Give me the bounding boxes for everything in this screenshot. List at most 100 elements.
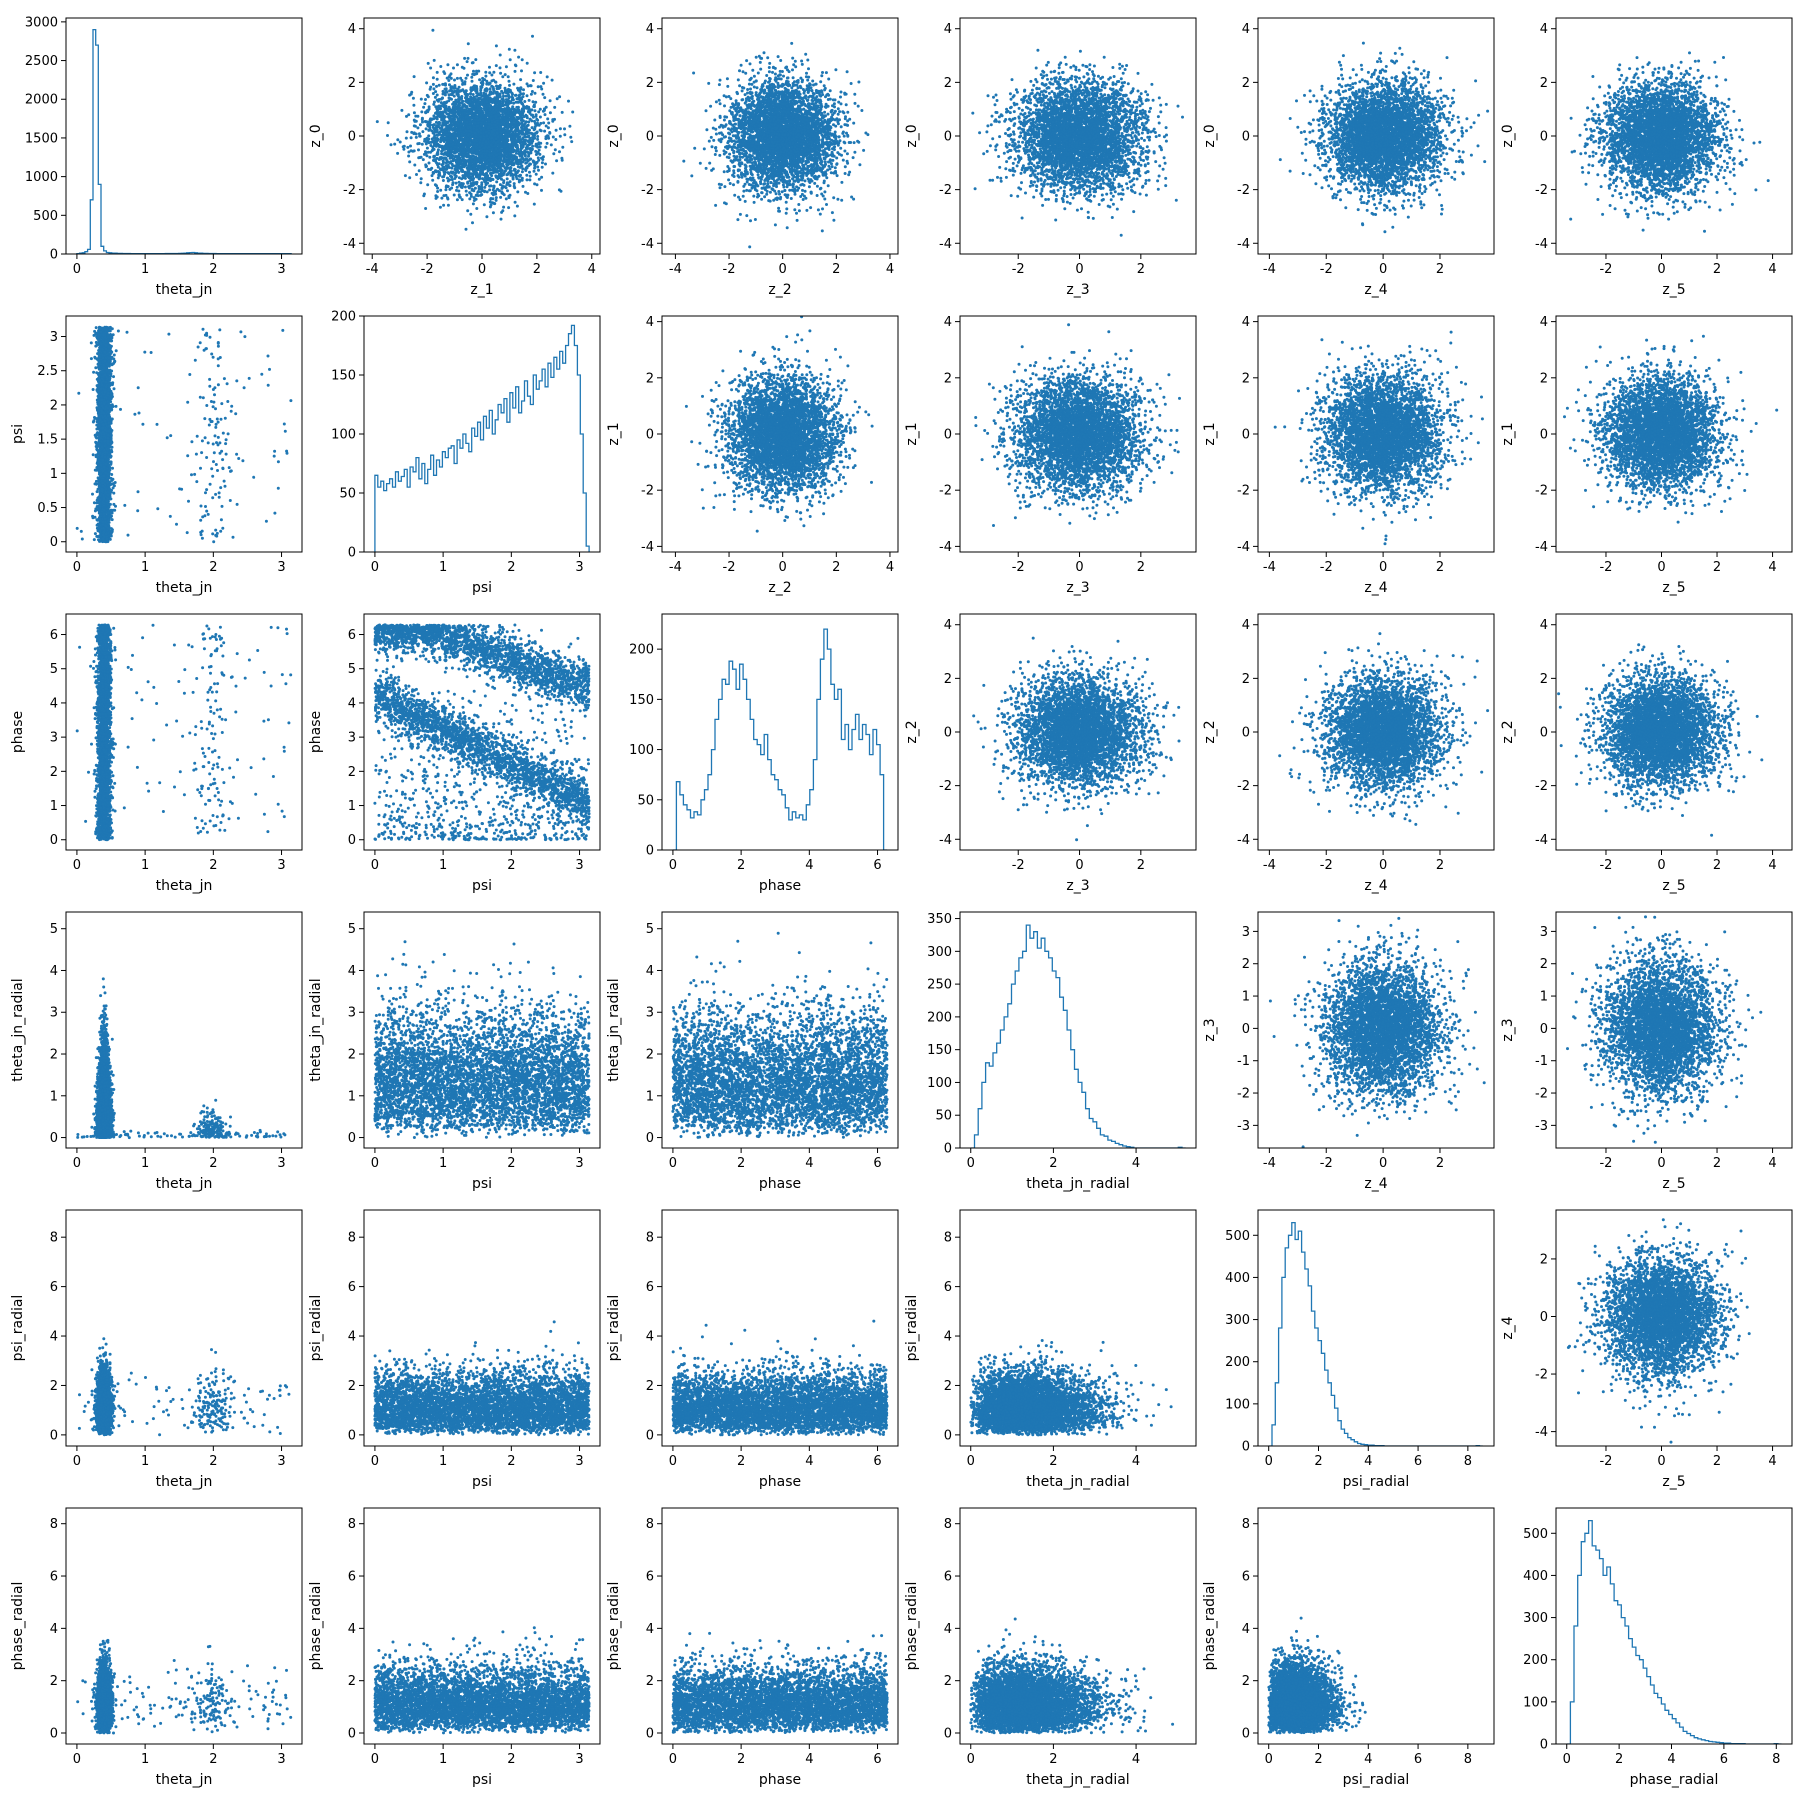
scatter-point [465, 109, 468, 112]
scatter-point [723, 170, 726, 173]
scatter-point [446, 150, 449, 153]
scatter-point [469, 138, 472, 141]
scatter-point [478, 101, 481, 104]
scatter-point [463, 171, 466, 174]
scatter-point [453, 129, 456, 132]
scatter-point [429, 168, 432, 171]
scatter-point [517, 124, 520, 127]
scatter-point [454, 146, 457, 149]
scatter-point [532, 100, 535, 103]
scatter-point [526, 150, 529, 153]
scatter-point [432, 136, 435, 139]
scatter-point [521, 124, 524, 127]
scatter-point [511, 158, 514, 161]
scatter-point [479, 171, 482, 174]
scatter-point [477, 70, 480, 73]
scatter-point [522, 136, 525, 139]
scatter-point [458, 176, 461, 179]
scatter-point [413, 164, 416, 167]
scatter-point [507, 75, 510, 78]
scatter-point [499, 196, 502, 199]
scatter-point [448, 188, 451, 191]
scatter-point [525, 129, 528, 132]
scatter-point [512, 83, 515, 86]
scatter-point [468, 150, 471, 153]
scatter-point [503, 193, 506, 196]
scatter-point [424, 98, 427, 101]
scatter-point [846, 152, 849, 155]
scatter-point [806, 59, 809, 62]
scatter-point [456, 77, 459, 80]
scatter-point [528, 178, 531, 181]
scatter-point [529, 158, 532, 161]
scatter-point [494, 190, 497, 193]
scatter-point [434, 96, 437, 99]
scatter-point [473, 157, 476, 160]
scatter-point [470, 193, 473, 196]
scatter-point [453, 112, 456, 115]
scatter-point [436, 190, 439, 193]
scatter-point [499, 84, 502, 87]
scatter-point [514, 135, 517, 138]
scatter-point [494, 124, 497, 127]
scatter-point [406, 130, 409, 133]
scatter-point [440, 127, 443, 130]
scatter-point [485, 135, 488, 138]
scatter-point [490, 115, 493, 118]
scatter-point [529, 110, 532, 113]
scatter-point [478, 78, 481, 81]
scatter-point [413, 131, 416, 134]
scatter-point [490, 197, 493, 200]
scatter-point [450, 93, 453, 96]
scatter-point [509, 58, 512, 61]
scatter-point [420, 156, 423, 159]
scatter-point [466, 182, 469, 185]
scatter-point [561, 111, 564, 114]
scatter-point [455, 159, 458, 162]
scatter-point [513, 214, 516, 217]
scatter-point [494, 102, 497, 105]
scatter-point [490, 144, 493, 147]
scatter-point [544, 137, 547, 140]
scatter-point [435, 162, 438, 165]
scatter-point [482, 94, 485, 97]
scatter-point [563, 133, 566, 136]
scatter-point [471, 221, 474, 224]
scatter-point [494, 142, 497, 145]
scatter-point [446, 125, 449, 128]
scatter-point [509, 100, 512, 103]
scatter-point [549, 111, 552, 114]
scatter-point [439, 189, 442, 192]
scatter-point [436, 153, 439, 156]
scatter-point [785, 201, 788, 204]
scatter-point [468, 129, 471, 132]
scatter-point [492, 185, 495, 188]
scatter-point [444, 93, 447, 96]
scatter-point [457, 120, 460, 123]
scatter-point [443, 139, 446, 142]
scatter-point [682, 160, 685, 163]
scatter-point [415, 120, 418, 123]
scatter-point [551, 118, 554, 121]
scatter-point [479, 93, 482, 96]
scatter-point [438, 84, 441, 87]
scatter-point [480, 114, 483, 117]
scatter-point [466, 153, 469, 156]
scatter-point [505, 135, 508, 138]
scatter-point [526, 146, 529, 149]
scatter-point [462, 153, 465, 156]
scatter-point [405, 115, 408, 118]
scatter-point [499, 54, 502, 57]
scatter-point [471, 179, 474, 182]
scatter-point [480, 123, 483, 126]
scatter-point [448, 131, 451, 134]
scatter-point [505, 165, 508, 168]
scatter-point [537, 169, 540, 172]
scatter-point [548, 131, 551, 134]
scatter-point [491, 168, 494, 171]
scatter-point [490, 92, 493, 95]
scatter-point [425, 142, 428, 145]
scatter-point [558, 95, 561, 98]
scatter-point [724, 135, 727, 138]
y-tick-label: 2500 [25, 54, 58, 69]
